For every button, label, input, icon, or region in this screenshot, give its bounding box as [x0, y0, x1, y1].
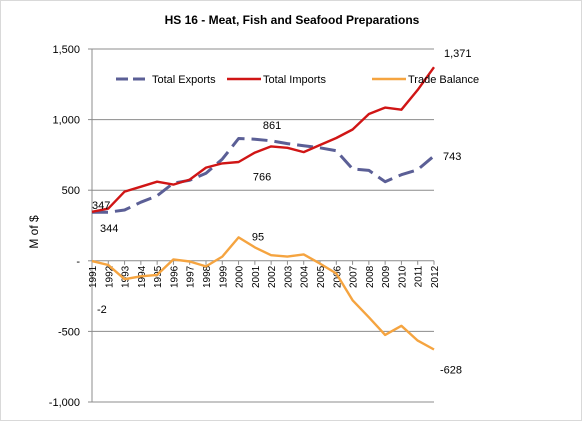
- data-label: 344: [100, 223, 118, 235]
- series-line-trade-balance: [91, 236, 435, 351]
- axes: [88, 48, 435, 403]
- x-tick-label: 1991: [88, 265, 99, 288]
- series-lines: [91, 66, 435, 351]
- x-tick-label: 1996: [169, 265, 180, 288]
- series-line-total-exports: [92, 137, 435, 214]
- x-tick-label: 1998: [202, 265, 213, 288]
- y-tick-label: -1,000: [49, 397, 80, 409]
- y-axis-label: M of $: [27, 215, 41, 249]
- y-tick-label: 500: [62, 185, 80, 197]
- chart-title: HS 16 - Meat, Fish and Seafood Preparati…: [165, 13, 420, 27]
- x-tick-label: 1992: [104, 265, 115, 288]
- data-label: 861: [263, 120, 281, 132]
- x-tick-label: 1999: [218, 265, 229, 288]
- data-labels: 347 344 861 766 95 -2 1,371 743 -628: [92, 48, 472, 376]
- legend-label: Trade Balance: [408, 74, 479, 86]
- x-tick-label: 2011: [414, 265, 425, 287]
- series-line-total-imports: [91, 66, 435, 213]
- data-label: -628: [440, 364, 462, 376]
- y-tick-label: -: [76, 256, 80, 268]
- x-tick-label: 1997: [186, 265, 197, 288]
- x-tick-label: 2008: [365, 265, 376, 288]
- gridlines: [92, 48, 434, 403]
- data-label: 766: [253, 172, 271, 184]
- x-tick-label: 2001: [251, 265, 262, 288]
- y-tick-label: 1,000: [52, 115, 80, 127]
- x-tick-label: 2002: [267, 265, 278, 288]
- x-tick-label: 2012: [430, 265, 441, 288]
- x-tick-label: 2005: [316, 265, 327, 288]
- legend: Total Exports Total Imports Trade Balance: [116, 74, 479, 86]
- data-label: -2: [97, 304, 107, 316]
- x-tick-label: 2009: [381, 265, 392, 288]
- x-tick-label: 2000: [235, 265, 246, 288]
- x-tick-label: 2007: [349, 265, 360, 288]
- x-tick-label: 2003: [283, 265, 294, 288]
- data-label: 743: [443, 151, 461, 163]
- legend-label: Total Imports: [263, 74, 326, 86]
- legend-label: Total Exports: [152, 74, 216, 86]
- y-tick-labels: 1,500 1,000 500 - -500 -1,000: [49, 44, 81, 409]
- data-label: 347: [92, 200, 110, 212]
- x-tick-label: 1993: [121, 265, 132, 288]
- y-tick-label: -500: [58, 326, 80, 338]
- x-tick-label: 1995: [153, 265, 164, 288]
- data-label: 1,371: [444, 48, 472, 60]
- y-tick-label: 1,500: [52, 44, 80, 56]
- x-tick-label: 2004: [300, 265, 311, 288]
- data-label: 95: [252, 231, 264, 243]
- x-tick-label: 2010: [397, 265, 408, 288]
